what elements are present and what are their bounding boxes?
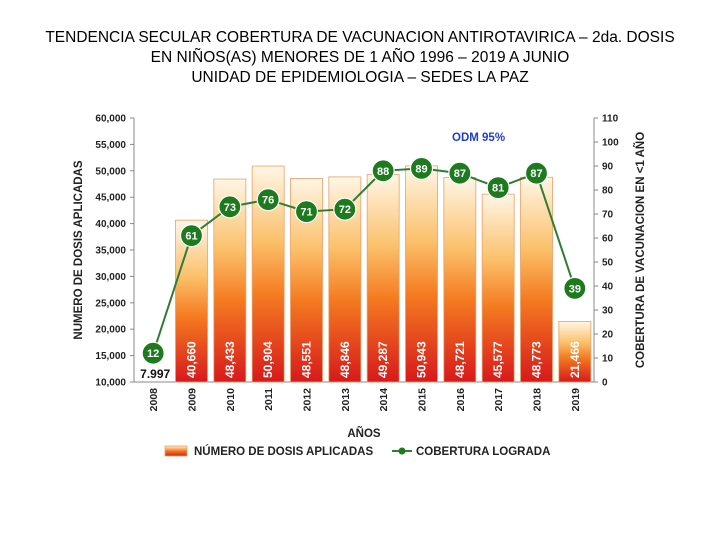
x-tick-label: 2018 [532, 388, 544, 412]
coverage-point [256, 188, 280, 212]
coverage-point-label: 89 [415, 163, 427, 175]
labels-layer: 7.997 40,660 48,433 50,904 48,551 48,846 49,28… [140, 341, 582, 381]
x-tick-label: 2008 [148, 388, 160, 412]
coverage-point [486, 176, 510, 200]
bar [520, 176, 553, 383]
chart-title-line-1: TENDENCIA SECULAR COBERTURA DE VACUNACIO… [45, 29, 675, 46]
bar-value-label: 50,943 [415, 341, 429, 378]
coverage-point-label: 39 [569, 283, 581, 295]
x-tick-label: 2019 [570, 388, 582, 412]
y-tick-label: 15,000 [95, 351, 126, 362]
y2-tick-label: 50 [602, 258, 614, 269]
legend: NÚMERO DE DOSIS APLICADAS COBERTURA LOGRA… [164, 445, 550, 458]
coverage-point [141, 341, 165, 365]
coverage-point-label: 76 [262, 195, 274, 207]
coverage-point [371, 159, 395, 183]
coverage-point-label: 81 [492, 183, 504, 195]
y-tick-label: 35,000 [95, 246, 126, 257]
y2-tick-label: 20 [602, 330, 614, 341]
chart-title-line-2: EN NIÑOS(AS) MENORES DE 1 AÑO 1996 – 201… [150, 49, 570, 66]
y2-tick-label: 110 [602, 114, 619, 125]
coverage-point-label: 87 [454, 168, 466, 180]
x-tick-label: 2016 [455, 388, 467, 412]
y-tick-label: 25,000 [95, 298, 126, 309]
x-tick-label: 2012 [302, 388, 314, 412]
bar [366, 174, 400, 383]
coverage-point [409, 156, 434, 180]
y2-tick-label: 100 [602, 138, 619, 149]
legend-label-line: COBERTURA LOGRADA [416, 446, 550, 458]
axes-layer: 60,000 55,000 50,000 45,000 40,000 35,000 30,0… [73, 114, 647, 441]
coverage-point-label: 88 [377, 166, 389, 178]
coverage-point [218, 195, 242, 219]
bar-value-label: 50,904 [261, 341, 275, 378]
coverage-point [179, 224, 204, 248]
x-tick-label: 2009 [187, 388, 199, 412]
coverage-point [563, 276, 587, 300]
chart-title: TENDENCIA SECULAR COBERTURA DE VACUNACIO… [0, 28, 720, 88]
chart-title-line-3: UNIDAD DE EPIDEMIOLOGIA – SEDES LA PAZ [191, 69, 529, 86]
coverage-point-label: 72 [339, 204, 351, 216]
y2-tick-label: 70 [602, 210, 614, 221]
y-tick-label: 20,000 [95, 325, 126, 336]
legend-swatch-marker [398, 447, 406, 455]
bar [443, 177, 477, 383]
coverage-point-label: 87 [530, 168, 542, 180]
bar-value-label: 40,660 [185, 341, 199, 378]
odm-annotation: ODM 95% [452, 132, 505, 144]
y2-tick-label: 90 [602, 162, 614, 173]
bar-value-label: 45,577 [491, 341, 505, 378]
y2-tick-label: 30 [602, 306, 614, 317]
coverage-point [294, 200, 319, 224]
coverage-point [448, 161, 472, 185]
y2-tick-label: 0 [602, 378, 608, 389]
bar-value-label: 7.997 [140, 367, 170, 381]
x-tick-label: 2014 [378, 388, 390, 412]
coverage-point-label: 71 [300, 207, 312, 219]
y2-tick-label: 80 [602, 186, 614, 197]
bar [558, 321, 592, 383]
bar-value-label: 48,551 [300, 341, 314, 378]
line-layer: 12 61 73 76 71 72 88 89 87 81 87 39 [141, 156, 587, 365]
coverage-point-label: 12 [147, 348, 159, 360]
x-tick-label: 2013 [340, 388, 352, 412]
y-tick-label: 45,000 [95, 193, 126, 204]
bar [481, 193, 515, 383]
legend-swatch-bars [164, 445, 188, 457]
bar-value-label: 48,846 [338, 341, 352, 378]
bar-value-label: 49,287 [376, 341, 390, 378]
bar-value-label: 48,773 [530, 341, 544, 378]
y2-tick-label: 60 [602, 234, 614, 245]
y-tick-label: 10,000 [95, 378, 126, 389]
coverage-point-label: 73 [224, 202, 236, 214]
x-tick-label: 2015 [417, 388, 429, 412]
y2-tick-label: 40 [602, 282, 614, 293]
x-tick-label: 2011 [263, 388, 275, 411]
legend-label-bars: NÚMERO DE DOSIS APLICADAS [194, 445, 373, 458]
y-axis-title: NUMERO DE DOSIS APLICADAS [73, 160, 85, 339]
y2-axis-title: COBERTURA DE VACUNACION EN <1 AÑO [634, 132, 647, 368]
x-tick-label: 2017 [493, 388, 505, 412]
coverage-point-label: 61 [185, 231, 197, 243]
y-tick-label: 55,000 [95, 140, 126, 151]
bar-value-label: 48,721 [453, 341, 467, 378]
bar-value-label: 48,433 [223, 341, 237, 378]
coverage-point [524, 161, 549, 185]
y2-tick-label: 10 [602, 354, 614, 365]
y-tick-label: 60,000 [95, 114, 126, 125]
bar-value-label: 21,466 [568, 341, 582, 378]
y-tick-label: 40,000 [95, 219, 126, 230]
y-tick-label: 30,000 [95, 272, 126, 283]
coverage-point [333, 197, 357, 221]
x-axis-title: AÑOS [347, 427, 381, 440]
x-tick-label: 2010 [225, 388, 237, 412]
y-tick-label: 50,000 [95, 166, 126, 177]
